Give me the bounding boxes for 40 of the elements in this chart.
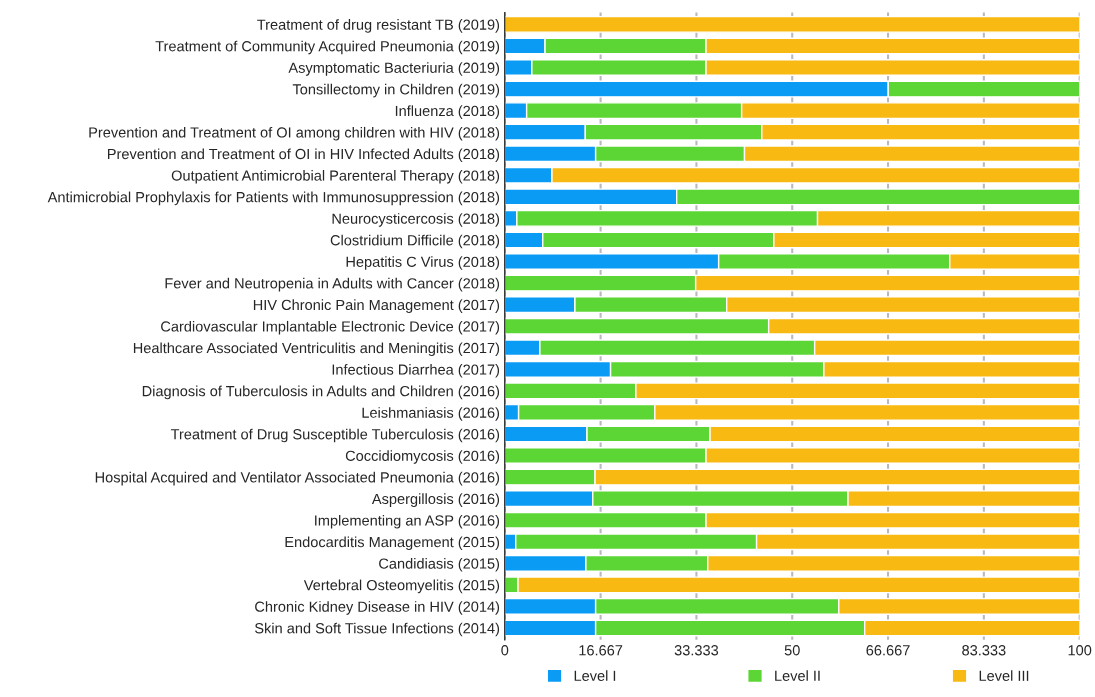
y-tick-label: Infectious Diarrhea (2017)	[332, 364, 500, 378]
y-tick-label: Outpatient Antimicrobial Parenteral Therapy (2018)	[171, 170, 500, 184]
y-tick-label: HIV Chronic Pain Management (2017)	[253, 299, 500, 313]
y-tick-label: Endocarditis Management (2015)	[285, 536, 500, 551]
y-tick-label: Chronic Kidney Disease in HIV (2014)	[255, 601, 500, 615]
y-tick-label: Tonsillectomy in Children (2019)	[292, 83, 500, 98]
y-tick-label: Diagnosis of Tuberculosis in Adults and Children (2016)	[142, 385, 500, 400]
y-tick-label: Skin and Soft Tissue Infections (2014)	[254, 622, 500, 637]
legend-label: Level II	[775, 670, 820, 681]
y-tick-label: Treatment of drug resistant TB (2019)	[257, 19, 500, 33]
y-tick-label: Vertebral Osteomyelitis (2015)	[303, 579, 500, 594]
y-tick-label: Fever and Neutropenia in Adults with Cancer (2018)	[165, 277, 500, 292]
y-tick-label: Implementing an ASP (2016)	[315, 514, 500, 529]
y-tick-label: Hepatitis C Virus (2018)	[346, 256, 500, 270]
legend-label: Level III	[979, 670, 1029, 681]
y-tick-label: Aspergillosis (2016)	[371, 493, 500, 507]
x-tick-label: 33.333	[674, 645, 719, 656]
y-tick-label: Cardiovascular Implantable Electronic Device (2017)	[161, 320, 500, 335]
y-tick-label: Candidiasis (2015)	[379, 558, 500, 572]
y-tick-label: Antimicrobial Prophylaxis for Patients with Immunosuppression (2018)	[47, 191, 500, 206]
y-tick-label: Influenza (2018)	[395, 105, 500, 119]
legend-label: Level I	[574, 670, 616, 681]
y-tick-label: Prevention and Treatment of OI in HIV Infected Adults (2018)	[107, 148, 500, 163]
y-tick-label: Prevention and Treatment of OI among children with HIV (2018)	[89, 126, 500, 141]
x-tick-label: 83.333	[962, 645, 1006, 656]
x-tick-label: 66.667	[866, 645, 910, 656]
x-tick-label: 0	[501, 645, 509, 656]
y-tick-label: Neurocysticercosis (2018)	[332, 213, 500, 227]
y-tick-label: Leishmaniasis (2016)	[362, 407, 500, 421]
y-tick-label: Treatment of Drug Susceptible Tuberculosis (2016)	[170, 428, 500, 443]
bar	[504, 15, 1080, 33]
y-tick-label: Asymptomatic Bacteriuria (2019)	[288, 62, 500, 76]
x-tick-label: 100	[1068, 645, 1092, 656]
y-tick-label: Coccidiomycosis (2016)	[345, 450, 500, 464]
x-tick-label: 16.667	[579, 645, 623, 656]
y-tick-label: Clostridium Difficile (2018)	[330, 234, 500, 249]
y-tick-label: Treatment of Community Acquired Pneumonia (2019)	[155, 40, 500, 55]
y-tick-label: Hospital Acquired and Ventilator Associated Pneumonia (2016)	[95, 471, 500, 486]
x-tick-label: 50	[784, 645, 800, 656]
y-tick-label: Healthcare Associated Ventriculitis and Meningitis (2017)	[133, 342, 500, 357]
